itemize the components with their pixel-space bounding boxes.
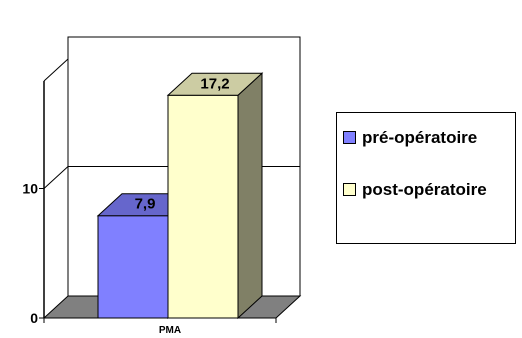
legend-swatch-pre-operatoire bbox=[343, 131, 356, 144]
bars bbox=[96, 72, 264, 320]
legend-swatch-post-operatoire bbox=[343, 183, 356, 196]
data-label-post-operatoire: 17,2 bbox=[200, 75, 229, 92]
side-wall-top-edge bbox=[43, 58, 69, 82]
labels: 0 10 7,9 17,2 PMA bbox=[22, 75, 229, 336]
legend-label-post-operatoire: post-opératoire bbox=[362, 180, 487, 199]
data-label-pre-operatoire: 7,9 bbox=[135, 196, 156, 213]
y-tick-label: 0 bbox=[30, 310, 38, 326]
legend-label-pre-operatoire: pré-opératoire bbox=[362, 128, 478, 147]
y-tick-label: 10 bbox=[22, 181, 38, 197]
bar-pre-operatoire bbox=[97, 215, 169, 319]
bar-post-operatoire bbox=[167, 94, 239, 319]
legend-item-pre-operatoire: pré-opératoire bbox=[343, 127, 502, 148]
bar-top-post-operatoire bbox=[166, 72, 264, 96]
bar-side-post-operatoire bbox=[237, 72, 263, 320]
gridline-diagonal bbox=[43, 166, 69, 189]
legend: pré-opératoire post-opératoire bbox=[336, 112, 516, 244]
legend-item-post-operatoire: post-opératoire bbox=[343, 179, 502, 200]
x-tick-label: PMA bbox=[159, 325, 181, 336]
